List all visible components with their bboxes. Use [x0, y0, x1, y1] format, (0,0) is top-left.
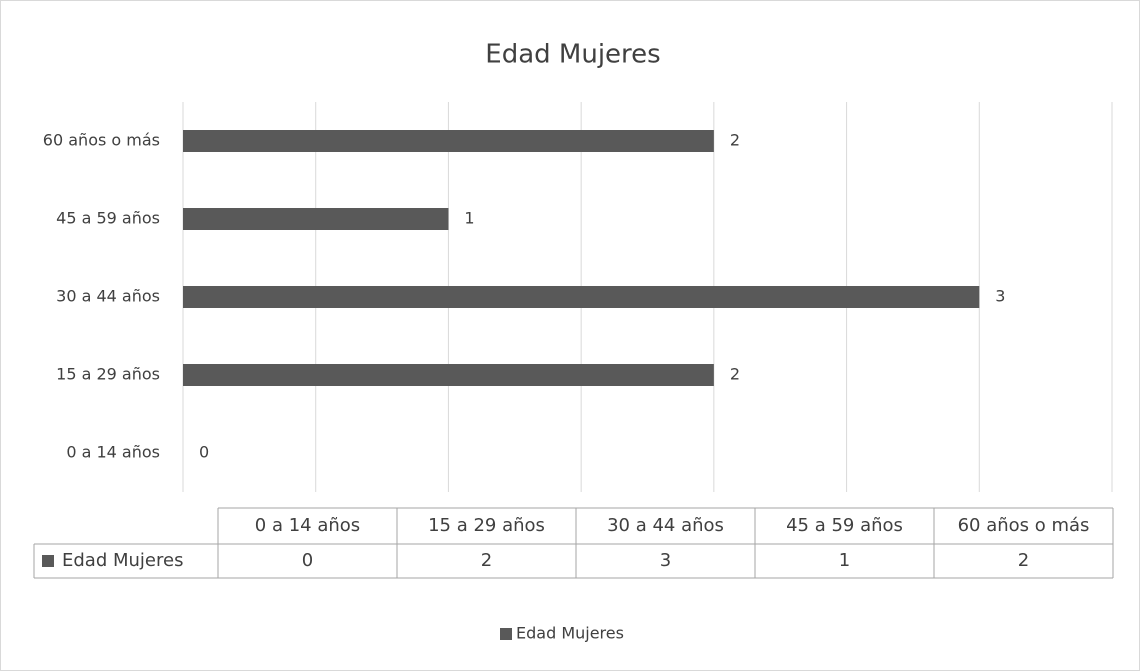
table-header: 45 a 59 años [786, 515, 903, 536]
y-tick-label: 15 a 29 años [56, 365, 160, 384]
y-tick-label: 0 a 14 años [66, 443, 160, 462]
y-tick-label: 45 a 59 años [56, 209, 160, 228]
table-value: 2 [1018, 550, 1029, 571]
bar [183, 130, 714, 152]
legend-label: Edad Mujeres [516, 624, 624, 643]
bar [183, 208, 449, 230]
data-label: 2 [730, 365, 740, 384]
bar [183, 364, 714, 386]
table-value: 1 [839, 550, 850, 571]
legend-key [42, 555, 54, 567]
table-header: 0 a 14 años [255, 515, 360, 536]
bar [183, 286, 980, 308]
table-value: 3 [660, 550, 671, 571]
chart-title: Edad Mujeres [485, 40, 660, 70]
y-tick-label: 30 a 44 años [56, 287, 160, 306]
table-header: 60 años o más [958, 515, 1090, 536]
data-label: 2 [730, 131, 740, 150]
legend-key [500, 628, 512, 640]
table-header: 30 a 44 años [607, 515, 724, 536]
data-label: 1 [464, 209, 474, 228]
table-value: 0 [302, 550, 313, 571]
table-header: 15 a 29 años [428, 515, 545, 536]
table-row-label: Edad Mujeres [62, 550, 183, 571]
data-label: 3 [995, 287, 1005, 306]
data-label: 0 [199, 443, 209, 462]
y-tick-label: 60 años o más [43, 131, 160, 150]
table-value: 2 [481, 550, 492, 571]
